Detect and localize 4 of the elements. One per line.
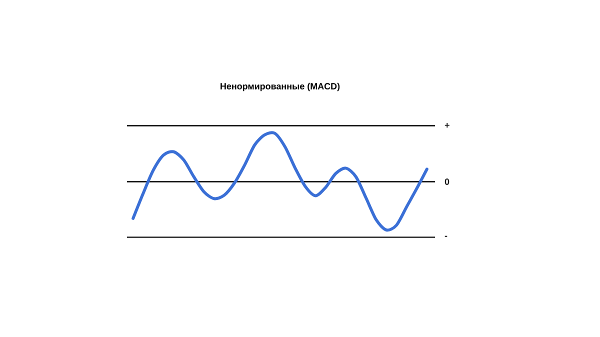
ref-line-label: - — [444, 236, 448, 237]
ref-line-label: 0 — [444, 178, 450, 185]
chart-title: Ненормированные (MACD) — [220, 82, 340, 92]
ref-line-label: + — [444, 123, 450, 128]
